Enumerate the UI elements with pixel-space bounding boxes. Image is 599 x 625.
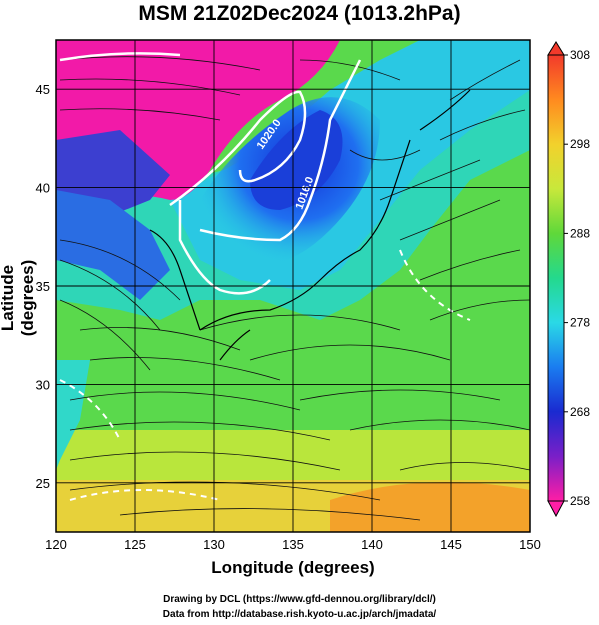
colorbar-tick-label: 308: [570, 48, 590, 62]
x-tick-label: 120: [45, 537, 67, 552]
credit-data: Data from http://database.rish.kyoto-u.a…: [162, 609, 437, 620]
credit-drawing: Drawing by DCL (https://www.gfd-dennou.o…: [163, 594, 436, 605]
y-tick-label: 45: [36, 82, 50, 97]
x-axis-ticks: 120 125 130 135 140 145 150: [45, 537, 541, 552]
y-axis-ticks: 25 30 35 40 45: [36, 82, 50, 491]
isobars: [59, 52, 362, 295]
isobars-dashed: [59, 249, 471, 501]
y-axis-label: Latitude (degrees): [0, 259, 37, 337]
x-tick-label: 135: [282, 537, 304, 552]
x-tick-label: 140: [361, 537, 383, 552]
graticule: [56, 40, 530, 532]
y-tick-label: 25: [36, 476, 50, 491]
x-tick-label: 145: [440, 537, 462, 552]
colorbar-max-arrow: [547, 41, 565, 56]
coastlines: [149, 89, 471, 361]
colorbar-tick-label: 258: [570, 494, 590, 508]
chart-title: MSM 21Z02Dec2024 (1013.2hPa): [138, 2, 461, 25]
colorbar-tick-label: 288: [570, 226, 590, 240]
colorbar-min-arrow: [547, 500, 565, 518]
y-tick-label: 30: [36, 377, 50, 392]
colorbar-ticks: 308 298 288 278 268 258: [564, 48, 590, 508]
colorbar-tick-label: 268: [570, 405, 590, 419]
colorbar: 308 298 288 278 268 258: [547, 41, 590, 518]
colorbar-tick-label: 278: [570, 316, 590, 330]
x-axis-label: Longitude (degrees): [211, 558, 375, 577]
x-tick-label: 130: [203, 537, 225, 552]
colorbar-tick-label: 298: [570, 137, 590, 151]
x-tick-label: 150: [519, 537, 541, 552]
y-tick-label: 40: [36, 181, 50, 196]
y-tick-label: 35: [36, 279, 50, 294]
streamlines: [59, 56, 530, 521]
x-tick-label: 125: [124, 537, 146, 552]
